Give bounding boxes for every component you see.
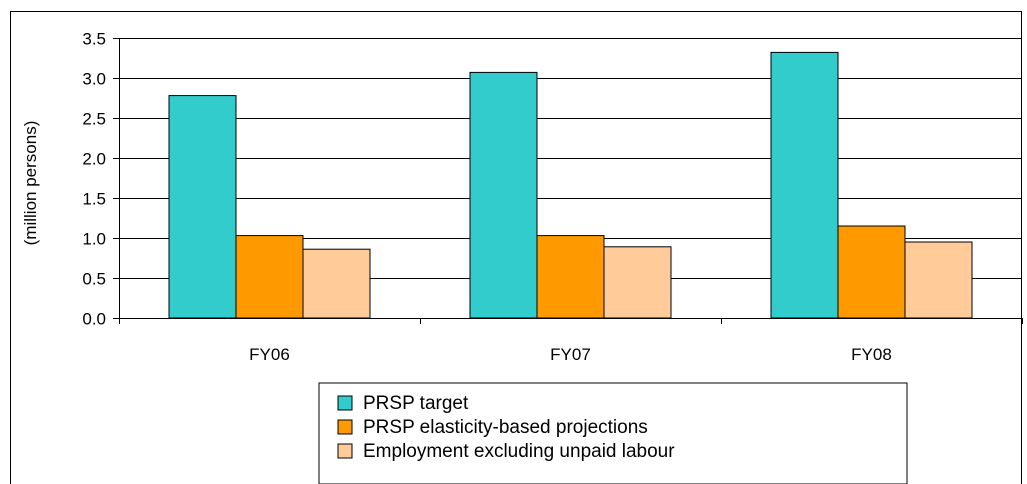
bar: [904, 241, 973, 319]
y-tick-label: 2.0: [82, 150, 106, 169]
y-tick-label: 0.0: [82, 310, 106, 329]
legend-swatch: [337, 443, 353, 459]
x-category-label: FY06: [249, 345, 290, 364]
bars: [168, 51, 973, 319]
legend-box: [318, 382, 908, 484]
bar: [603, 246, 672, 319]
bar: [770, 51, 839, 319]
chart-frame: [10, 11, 1022, 484]
y-tick-label: 1.0: [82, 230, 106, 249]
y-tick-label: 1.5: [82, 190, 106, 209]
bar: [235, 235, 304, 319]
legend-label: Employment excluding unpaid labour: [363, 441, 675, 462]
legend-label: PRSP elasticity-based projections: [363, 417, 648, 438]
y-axis-title: (million persons): [21, 121, 40, 246]
legend-label: PRSP target: [363, 393, 469, 414]
y-tick-label: 3.0: [82, 70, 106, 89]
x-category-label: FY07: [550, 345, 591, 364]
legend: PRSP target PRSP elasticity-based project…: [318, 382, 908, 484]
axes: [113, 38, 1023, 324]
bar: [536, 235, 605, 319]
y-tick-label: 3.5: [82, 30, 106, 49]
legend-items: PRSP target PRSP elasticity-based project…: [337, 393, 675, 462]
y-tick-label: 0.5: [82, 270, 106, 289]
axis-labels: 0.0 0.5 1.0 1.5 2.0 2.5 3.0 3.5 FY06 FY07 FY08: [82, 30, 891, 365]
legend-swatch: [337, 395, 353, 411]
bar: [168, 95, 237, 319]
y-tick-label: 2.5: [82, 110, 106, 129]
bar: [302, 248, 371, 319]
x-category-label: FY08: [851, 345, 892, 364]
bar: [837, 225, 906, 319]
bar: [469, 71, 538, 319]
legend-swatch: [337, 419, 353, 435]
